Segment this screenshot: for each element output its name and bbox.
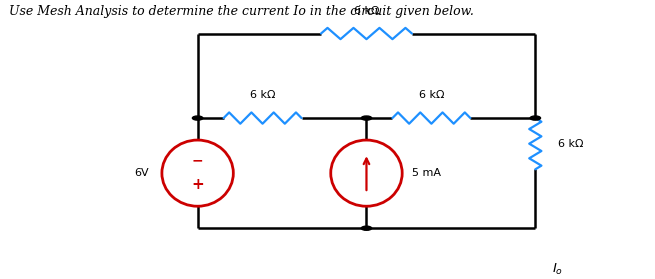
Text: +: + [191, 177, 204, 192]
Text: 6 kΩ: 6 kΩ [250, 90, 275, 100]
Ellipse shape [162, 140, 233, 206]
Ellipse shape [331, 140, 402, 206]
Text: 6 kΩ: 6 kΩ [558, 139, 584, 149]
Text: −: − [192, 153, 204, 168]
Text: 5 mA: 5 mA [412, 168, 441, 178]
Text: Use Mesh Analysis to determine the current Io in the circuit given below.: Use Mesh Analysis to determine the curre… [9, 5, 474, 18]
Circle shape [530, 116, 540, 120]
Circle shape [362, 226, 371, 230]
Text: 6 kΩ: 6 kΩ [419, 90, 444, 100]
Circle shape [362, 116, 371, 120]
Text: 6V: 6V [134, 168, 149, 178]
Circle shape [193, 116, 203, 120]
Text: $I_o$: $I_o$ [552, 261, 563, 277]
Text: 6 kΩ: 6 kΩ [354, 6, 379, 16]
